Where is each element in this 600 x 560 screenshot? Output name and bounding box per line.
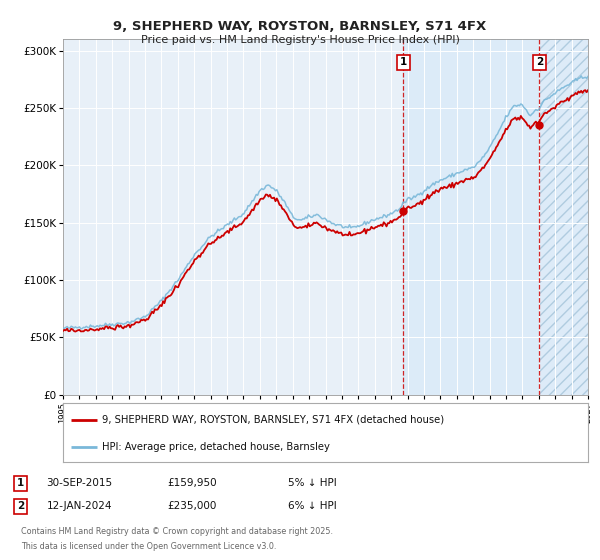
Text: 12-JAN-2024: 12-JAN-2024 [47,501,112,511]
Text: 2: 2 [17,501,24,511]
Text: 30-SEP-2015: 30-SEP-2015 [47,478,113,488]
Text: £235,000: £235,000 [167,501,217,511]
Bar [539,39,588,395]
Text: This data is licensed under the Open Government Licence v3.0.: This data is licensed under the Open Gov… [20,542,276,550]
Text: 6% ↓ HPI: 6% ↓ HPI [289,501,337,511]
Text: 9, SHEPHERD WAY, ROYSTON, BARNSLEY, S71 4FX (detached house): 9, SHEPHERD WAY, ROYSTON, BARNSLEY, S71 … [103,414,445,424]
Text: 1: 1 [400,57,407,67]
Text: 5% ↓ HPI: 5% ↓ HPI [289,478,337,488]
Text: £159,950: £159,950 [167,478,217,488]
Text: 1: 1 [17,478,24,488]
Bar [403,39,539,395]
Text: 9, SHEPHERD WAY, ROYSTON, BARNSLEY, S71 4FX: 9, SHEPHERD WAY, ROYSTON, BARNSLEY, S71 … [113,20,487,32]
Text: Price paid vs. HM Land Registry's House Price Index (HPI): Price paid vs. HM Land Registry's House … [140,35,460,45]
Text: Contains HM Land Registry data © Crown copyright and database right 2025.: Contains HM Land Registry data © Crown c… [20,527,332,536]
Bar [539,39,588,395]
Text: HPI: Average price, detached house, Barnsley: HPI: Average price, detached house, Barn… [103,442,330,452]
Text: 2: 2 [536,57,543,67]
